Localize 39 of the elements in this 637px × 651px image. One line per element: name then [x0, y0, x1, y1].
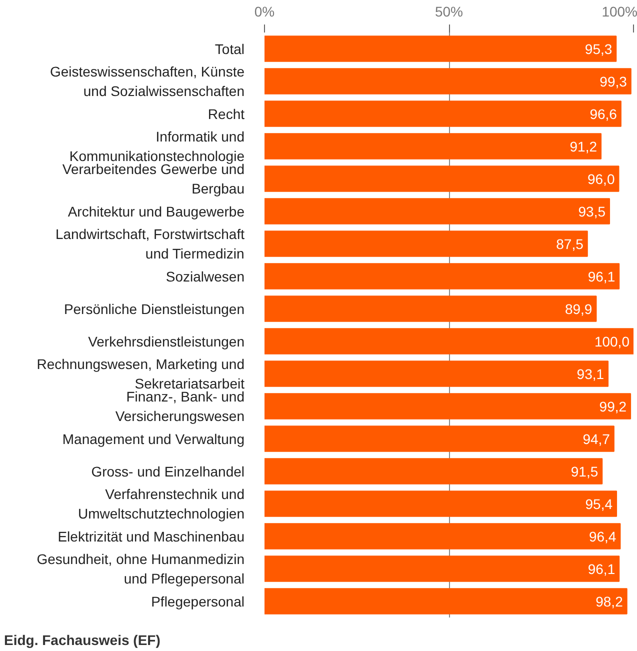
data-label: 96,6: [590, 106, 618, 122]
y-tick-label: Architektur und Baugewerbe: [68, 203, 245, 220]
data-label: 99,3: [600, 73, 628, 90]
y-tick-label: Verfahrenstechnik und Umweltschutztechnologien: [78, 486, 245, 522]
y-tick-label: Rechnungswesen, Marketing und Sekretariatsarbeit: [36, 356, 245, 392]
text: Eidg. Fachausweis (EF): [4, 632, 160, 648]
x-tick-label: 0%: [254, 4, 275, 20]
data-label: 91,5: [570, 463, 598, 480]
y-tick-label: Recht: [208, 106, 245, 122]
data-label: 96,4: [588, 528, 616, 544]
data-label: 100,0: [594, 333, 630, 350]
y-tick-label: Gesundheit, ohne Humanmedizin und Pflegepersonal: [36, 551, 245, 586]
data-label: 94,7: [582, 430, 610, 447]
y-tick-label: Elektrizität und Maschinenbau: [58, 528, 245, 544]
data-label: 95,4: [585, 496, 613, 512]
y-tick-label: Verkehrsdienstleistungen: [88, 333, 245, 350]
y-tick-label: Landwirtschaft, Forstwirtschaft und Tiermedizin: [55, 226, 245, 262]
x-tick-label: 100%: [602, 4, 637, 20]
data-label: 98,2: [596, 593, 624, 610]
y-tick-label: Total: [214, 40, 245, 57]
y-tick-label: Gross- und Einzelhandel: [91, 463, 245, 480]
data-label: 91,2: [570, 138, 598, 154]
y-tick-label: Geisteswissenschaften, Künste und Sozialwissenschaften: [50, 64, 245, 99]
y-tick-label: Finanz-, Bank- und Versicherungswesen: [115, 388, 245, 424]
data-label: 87,5: [556, 236, 584, 252]
y-tick-label: Persönliche Dienstleistungen: [64, 300, 245, 317]
y-tick-label: Management und Verwaltung: [62, 430, 244, 447]
data-label: 93,1: [576, 366, 604, 382]
data-label: 96,0: [587, 170, 615, 187]
x-tick-label: 50%: [434, 4, 464, 20]
data-label: 96,1: [588, 560, 616, 577]
y-tick-label: Sozialwesen: [166, 268, 245, 284]
data-label: 89,9: [564, 300, 592, 317]
data-label: 96,1: [588, 268, 616, 284]
data-label: 93,5: [578, 203, 606, 220]
y-tick-label: Informatik und Kommunikationstechnologie: [69, 128, 245, 164]
data-label: 95,3: [584, 40, 612, 57]
y-tick-label: Pflegepersonal: [151, 593, 245, 610]
data-label: 99,2: [599, 398, 627, 414]
